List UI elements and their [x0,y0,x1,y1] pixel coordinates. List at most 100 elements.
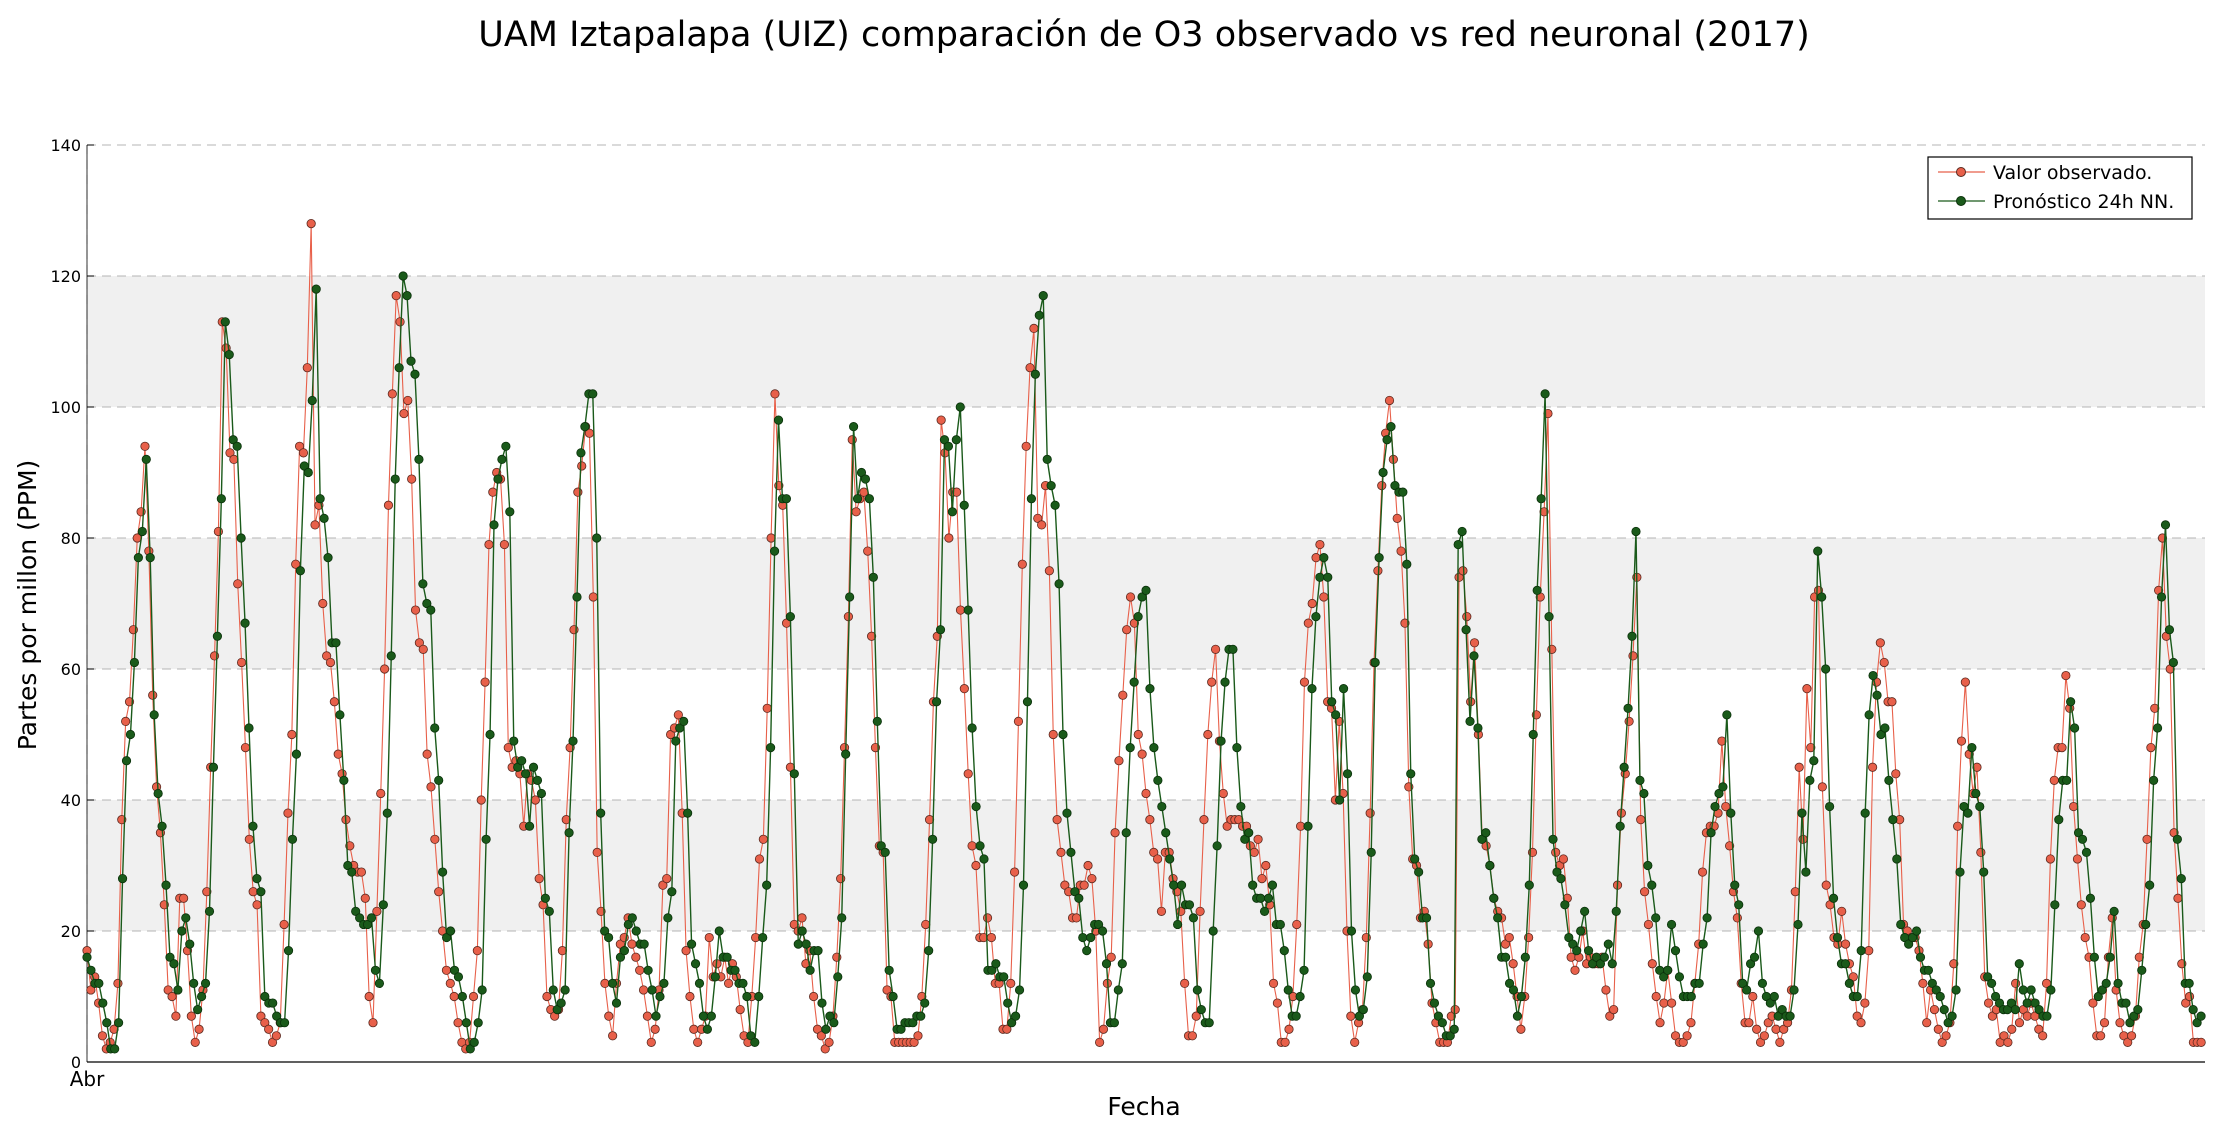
series-0-point-465 [1879,657,1889,668]
series-1-point-53 [291,749,302,759]
series-0-point-395 [1609,1004,1619,1015]
series-0-point-380 [1551,847,1561,858]
series-1-point-20 [161,880,171,890]
series-0-point-47 [264,1024,274,1034]
series-1-point-116 [540,893,550,903]
series-0-point-544 [2184,991,2195,1002]
series-0-point-127 [573,487,583,497]
series-1-point-362 [1512,1011,1523,1021]
series-1-point-452 [1868,670,1878,681]
series-1-point-92 [445,926,456,936]
series-1-point-412 [1710,801,1720,812]
series-1-point-354 [1481,828,1491,838]
series-1-point-349 [1461,625,1471,635]
series-1-point-416 [1726,808,1736,818]
series-1-point-50 [279,1018,290,1028]
series-1-point-179 [789,769,799,779]
y-axis-label: Partes por millon (PPM) [13,460,42,751]
series-0-point-145 [642,1011,653,1021]
series-1-point-442 [1828,893,1839,903]
series-1-point-59 [315,494,325,504]
series-0-point-84 [407,474,417,484]
series-1-point-218 [943,441,954,451]
series-1-point-455 [1880,723,1890,733]
series-0-point-83 [403,395,413,406]
series-1-point-124 [572,592,582,602]
series-1-point-194 [848,422,859,432]
chart-title: UAM Iztapalapa (UIZ) comparación de O3 o… [478,15,1810,55]
series-1-point-237 [1018,880,1029,890]
series-1-point-303 [1279,946,1289,956]
series-1-point-526 [2160,520,2171,530]
series-1-point-96 [461,1018,471,1028]
series-1-point-440 [1821,664,1831,674]
series-1-point-522 [2145,880,2155,890]
series-1-point-123 [568,736,578,746]
series-1-point-321 [1350,985,1361,995]
series-1-point-482 [1987,978,1997,989]
series-1-point-9 [117,873,128,884]
series-1-point-310 [1307,684,1317,694]
series-0-point-156 [685,991,695,1002]
series-1-point-246 [1054,579,1064,589]
series-0-point-446 [1806,742,1816,753]
series-1-point-35 [220,317,230,327]
series-1-point-294 [1244,828,1254,838]
series-0-point-534 [2146,742,2156,753]
series-1-point-371 [1548,834,1558,844]
series-0-point-479 [1933,1024,1943,1034]
series-1-point-52 [287,834,298,844]
series-1-point-432 [1789,985,1799,995]
series-0-point-511 [2057,742,2067,753]
series-0-point-105 [488,487,498,497]
series-1-point-233 [1003,998,1013,1008]
series-1-point-396 [1647,880,1657,890]
series-1-point-47 [268,998,278,1008]
series-0-point-449 [1817,782,1827,792]
series-1-point-363 [1516,991,1526,1002]
series-1-point-225 [971,801,981,812]
series-0-point-475 [1918,978,1928,989]
series-1-point-450 [1860,808,1870,818]
series-0-point-252 [1056,847,1066,858]
series-1-point-244 [1046,480,1056,491]
series-1-point-275 [1169,880,1179,890]
series-0-point-144 [638,985,649,995]
series-1-point-270 [1149,742,1159,753]
series-1-point-148 [667,887,677,897]
series-0-point-136 [608,1031,618,1041]
series-1-point-400 [1663,965,1673,975]
series-1-point-272 [1157,801,1167,812]
series-1-point-520 [2137,965,2147,975]
series-0-point-273 [1137,749,1147,759]
series-1-point-343 [1437,1018,1447,1028]
series-1-point-249 [1066,847,1076,858]
series-1-point-129 [592,533,602,543]
series-1-point-13 [133,553,143,563]
series-0-point-95 [449,991,459,1002]
series-0-point-492 [1983,998,1994,1008]
series-0-point-332 [1365,808,1375,818]
series-0-point-71 [356,867,367,877]
series-1-point-297 [1255,893,1266,903]
series-1-point-424 [1757,978,1768,989]
series-1-point-11 [125,729,136,740]
series-1-point-328 [1378,467,1388,478]
series-0-point-455 [1840,939,1851,949]
series-0-point-526 [2115,1018,2125,1028]
series-1-point-132 [603,932,614,943]
series-1-point-389 [1619,762,1629,772]
series-0-point-128 [577,461,587,471]
series-1-point-437 [1809,756,1819,766]
series-1-point-160 [714,926,724,936]
series-1-point-503 [2070,723,2080,733]
series-1-point-182 [801,939,811,949]
series-0-point-22 [167,991,177,1002]
series-1-point-121 [560,985,570,995]
series-1-point-488 [2010,1004,2020,1015]
series-0-point-266 [1110,828,1120,838]
series-0-point-39 [233,579,243,589]
series-0-point-238 [1002,1024,1012,1034]
series-1-point-309 [1303,821,1313,831]
series-1-point-34 [216,494,226,504]
